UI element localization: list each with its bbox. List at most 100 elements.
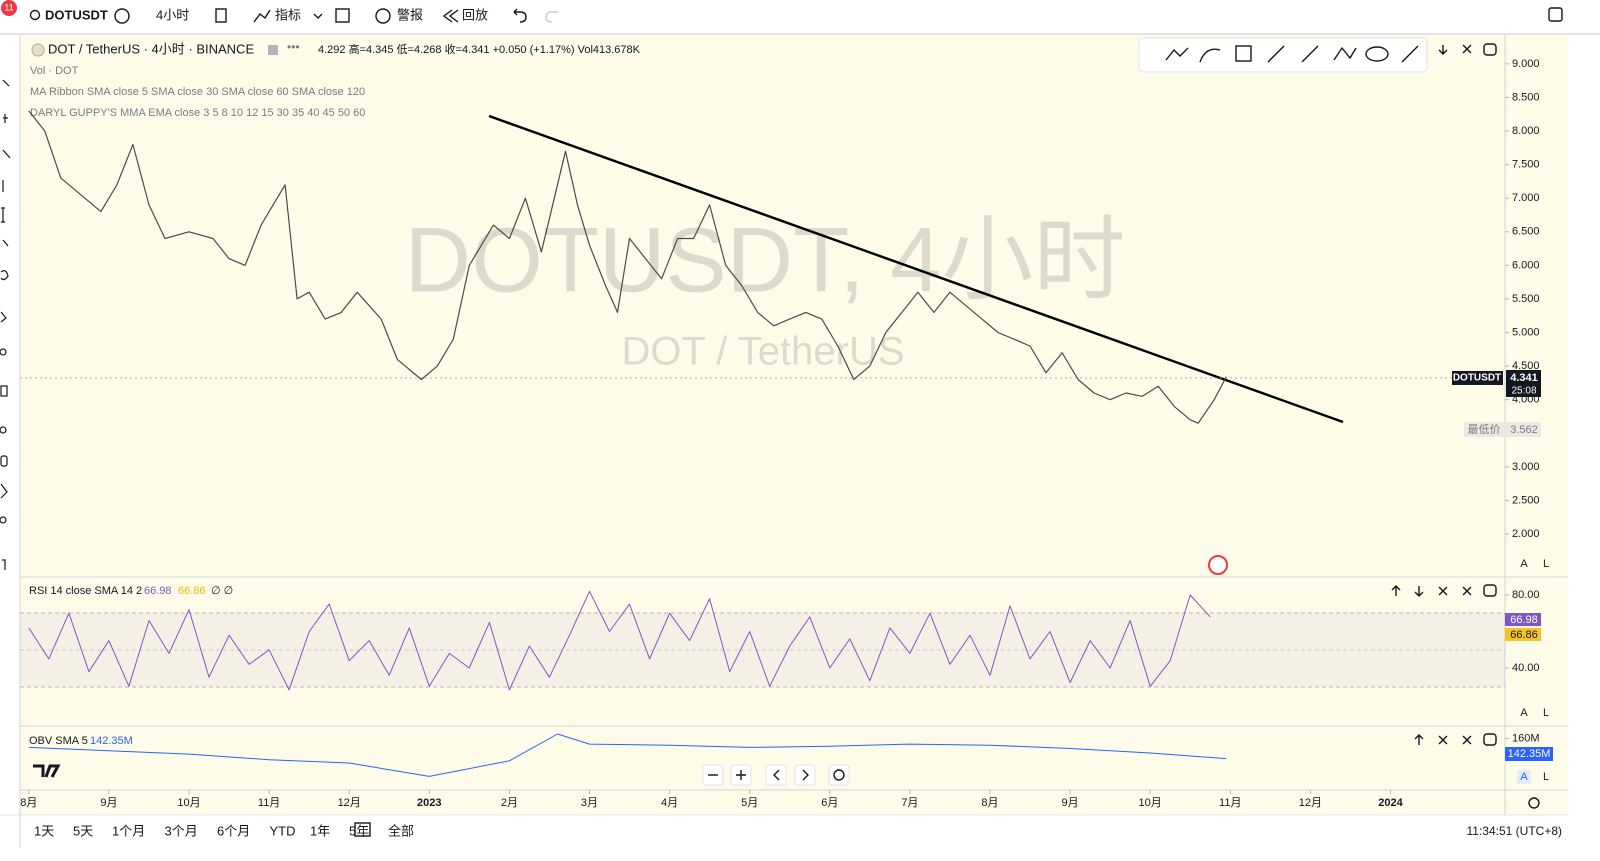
pane-button[interactable] [1483,733,1497,746]
indicator-legend[interactable]: MA Ribbon SMA close 5 SMA close 30 SMA c… [30,86,365,98]
search-icon[interactable] [29,9,41,21]
watermark-symbol: DOTUSDT, 4小时 [405,209,1126,311]
x-tick-label: 6月 [821,797,838,809]
reset-icon [833,769,845,781]
pane-button[interactable] [1462,44,1472,54]
tool-icon[interactable] [1199,48,1221,63]
pane-button[interactable] [1438,735,1448,745]
legend-more[interactable]: ••• [287,40,300,54]
replay-button[interactable]: 回放 [462,7,488,22]
tool-icon[interactable] [2,239,9,247]
tool-icon[interactable] [1301,45,1319,63]
pane-button[interactable] [1483,43,1497,56]
low-label-box [1464,422,1504,437]
compare-button[interactable] [114,8,130,24]
tool-icon[interactable] [1333,46,1357,61]
undo-button[interactable] [513,8,527,23]
scale-auto-button[interactable]: A [1520,707,1528,719]
range-button[interactable]: 5年 [349,823,369,838]
tool-icon[interactable] [0,516,7,524]
scale-log-button[interactable]: L [1543,558,1549,570]
trend-line[interactable] [488,114,1344,424]
pane-button[interactable] [1462,586,1472,596]
x-tick-label: 8月 [20,797,37,809]
date-range-button[interactable] [354,822,371,837]
tradingview-logo[interactable] [33,764,61,778]
pane-button[interactable] [1391,585,1401,596]
tool-icon[interactable] [3,114,8,123]
range-button[interactable]: 1个月 [112,823,145,838]
obv-legend[interactable]: OBV SMA 5 [29,735,88,747]
tool-icon[interactable] [1267,45,1285,63]
alert-icon [375,8,391,24]
tool-icon[interactable] [2,79,10,87]
x-tick-label: 2023 [417,797,441,809]
alert-button[interactable]: 警报 [397,7,423,22]
legend-title[interactable]: DOT / TetherUS · 4小时 · BINANCE [48,41,254,56]
pane-button[interactable] [1414,734,1424,745]
tool-icon[interactable] [0,483,8,499]
pane-button[interactable] [1438,45,1448,55]
interval-button[interactable]: 4小时 [156,7,189,22]
tool-icon[interactable] [1165,47,1189,61]
tool-icon[interactable] [0,311,7,323]
tool-icon[interactable] [1235,45,1252,62]
tool-icon[interactable] [0,385,8,397]
tool-icon[interactable] [2,559,6,570]
tool-icon[interactable] [0,270,9,281]
indicator-legend[interactable]: DARYL GUPPY'S MMA EMA close 3 5 8 10 12 … [30,107,365,119]
layout-button[interactable] [335,8,350,23]
tool-icon[interactable] [2,149,11,159]
y-tick-label: 6.500 [1512,226,1540,238]
tool-icon[interactable] [1,207,5,223]
symbol-button[interactable]: DOTUSDT [45,7,108,22]
range-button[interactable]: 3个月 [165,823,198,838]
range-button[interactable]: YTD [270,823,296,838]
range-button[interactable]: 6个月 [217,823,250,838]
range-button[interactable]: 5天 [73,823,93,838]
last-price-tag [1506,370,1541,397]
y-tick-label: 80.00 [1512,589,1540,601]
rsi-value: 66.98 [144,585,172,597]
y-tick-label: 8.500 [1512,91,1540,103]
scale-log-button[interactable]: L [1543,707,1549,719]
redo-button[interactable] [545,11,558,23]
y-tick-label: 7.000 [1512,192,1540,204]
rsi-sma-tag [1505,628,1541,641]
pane-button[interactable] [1462,735,1472,745]
range-button[interactable]: 全部 [388,823,414,838]
scale-log-button[interactable]: L [1543,771,1549,783]
tool-icon[interactable] [0,455,8,467]
dropdown-icon[interactable] [313,13,323,19]
scroll-left-button[interactable] [765,764,787,786]
y-tick-label: 7.500 [1512,159,1540,171]
events-icon[interactable] [1208,555,1228,575]
obv-value: 142.35M [90,735,133,747]
y-tick-label: 6.000 [1512,259,1540,271]
clock: 11:34:51 (UTC+8) [1467,824,1563,838]
range-button[interactable]: 1天 [34,823,54,838]
y-tick-label: 160M [1512,732,1540,744]
tool-icon[interactable] [0,426,7,434]
chart-type-button[interactable] [215,8,227,23]
rsi-legend-tail: ∅ ∅ [211,585,233,597]
range-button[interactable]: 1年 [310,823,330,838]
tool-icon[interactable] [1365,46,1389,62]
tool-icon[interactable] [0,348,7,356]
pane-button[interactable] [1414,586,1424,597]
scale-auto-button[interactable]: A [1520,771,1528,783]
fullscreen-button[interactable] [1548,7,1563,22]
pane-button[interactable] [1483,584,1497,597]
chart-background [20,35,1505,790]
indicator-legend[interactable]: Vol · DOT [30,65,79,77]
series-line [28,733,1227,777]
y-tick-label: 8.000 [1512,125,1540,137]
tool-icon[interactable] [1401,45,1419,63]
scroll-right-button[interactable] [794,764,816,786]
reset-button[interactable] [828,764,850,786]
pane-button[interactable] [1438,586,1448,596]
settings-button[interactable] [1528,797,1540,809]
scale-auto-button[interactable]: A [1520,558,1528,570]
indicators-button[interactable]: 指标 [275,7,301,22]
rsi-legend[interactable]: RSI 14 close SMA 14 2 [29,585,142,597]
